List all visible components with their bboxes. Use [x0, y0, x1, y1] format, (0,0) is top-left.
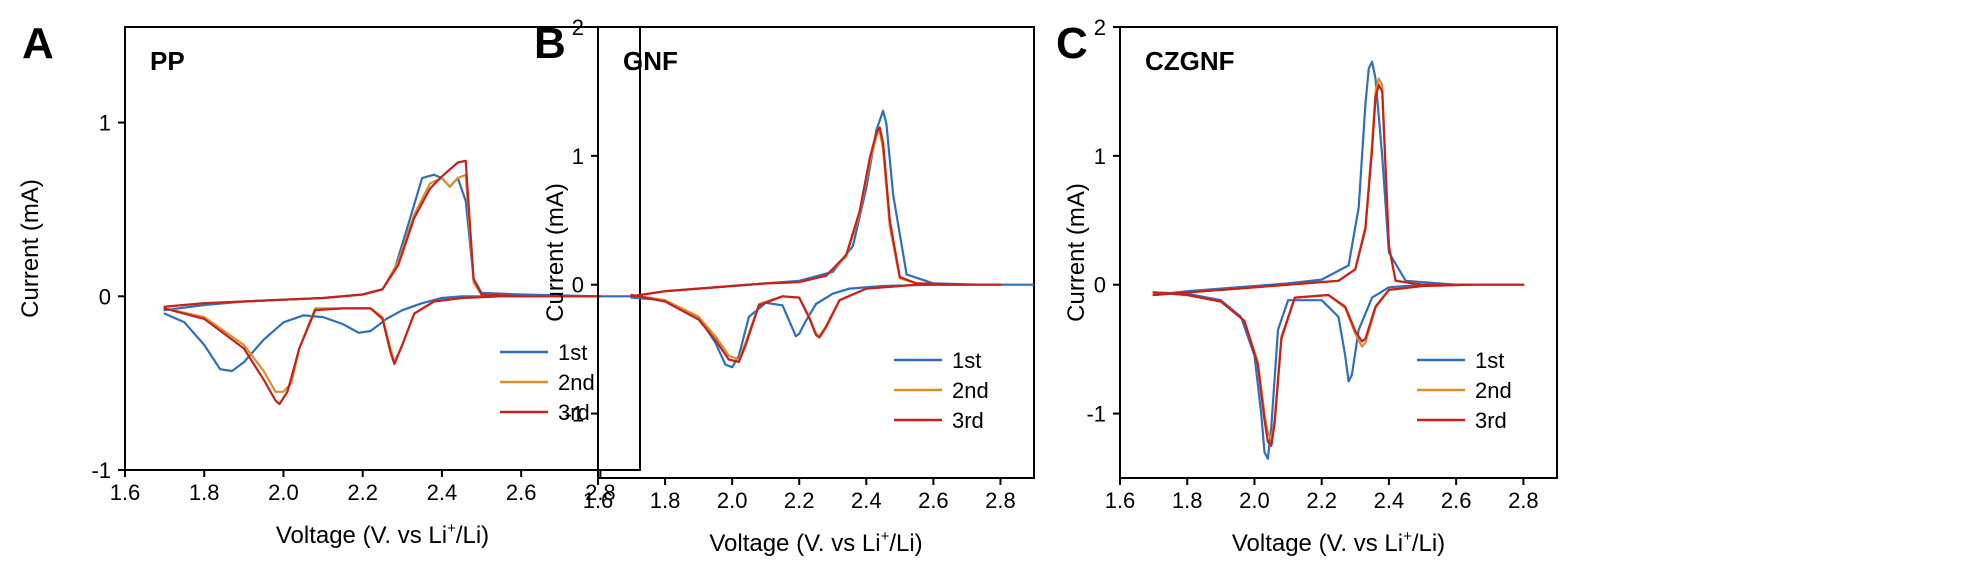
- x-tick-label: 2.4: [1374, 488, 1405, 513]
- x-tick-label: 2.0: [268, 480, 299, 505]
- chart-panel-b: 1.6 1.8 2.0 2.2 2.4 2.6 2.8 -1 0 1 2B GNF Voltage (V…: [534, 15, 1035, 557]
- x-tick-label: 2.4: [427, 480, 458, 505]
- legend-label: 3rd: [558, 400, 590, 425]
- legend-label: 2nd: [1475, 378, 1512, 403]
- panel-title: GNF: [623, 46, 678, 76]
- chart-panel-c: 1.6 1.8 2.0 2.2 2.4 2.6 2.8 -1 0 1 2C CZGNF Voltage …: [1056, 15, 1558, 557]
- panel-letter: C: [1056, 19, 1088, 68]
- plot-frame: [1119, 26, 1558, 479]
- x-tick-label: 1.8: [1172, 488, 1203, 513]
- x-axis-label: Voltage (V. vs Li+/Li): [276, 520, 489, 549]
- x-tick-label: 2.4: [851, 488, 882, 513]
- legend-label: 1st: [1475, 348, 1504, 373]
- x-tick-label: 2.6: [506, 480, 537, 505]
- y-tick-label: 2: [1094, 15, 1106, 40]
- series-line-2nd: [1152, 77, 1525, 441]
- x-tick-label: 2.6: [918, 488, 949, 513]
- y-tick-label: 1: [99, 111, 111, 136]
- x-tick-label: 1.6: [1105, 488, 1136, 513]
- x-tick-label: 2.0: [717, 488, 748, 513]
- series-line-2nd: [163, 173, 602, 393]
- series-line-2nd: [630, 129, 1002, 361]
- series-line-3rd: [1152, 83, 1525, 447]
- chart-panel-a: 1.6 1.8 2.0 2.2 2.4 2.6 2.8 -1 0 1 A PP Voltage (V. …: [17, 19, 641, 549]
- y-tick-label: 2: [572, 15, 584, 40]
- y-tick-label: 0: [99, 284, 111, 309]
- x-axis-label: Voltage (V. vs Li+/Li): [1232, 528, 1445, 557]
- x-tick-label: 2.2: [1306, 488, 1337, 513]
- panel-letter: A: [22, 19, 54, 68]
- series-line-1st: [630, 109, 1034, 369]
- x-tick-label: 1.8: [650, 488, 681, 513]
- y-tick-label: 1: [572, 144, 584, 169]
- legend: 1st 2nd 3rd: [894, 348, 989, 433]
- x-tick-label: 2.8: [1508, 488, 1539, 513]
- x-tick-label: 2.8: [985, 488, 1016, 513]
- x-tick-label: 2.0: [1239, 488, 1270, 513]
- plot-frame: [597, 26, 1035, 479]
- x-tick-label: 2.8: [585, 480, 616, 505]
- x-tick-label: 1.8: [189, 480, 220, 505]
- legend-label: 3rd: [952, 408, 984, 433]
- y-tick-label: -1: [564, 402, 584, 427]
- y-axis-label: Current (mA): [17, 179, 44, 318]
- x-tick-label: 1.6: [110, 480, 141, 505]
- panel-title: CZGNF: [1145, 46, 1235, 76]
- legend-label: 1st: [558, 340, 587, 365]
- x-tick-label: 1.6: [583, 488, 614, 513]
- panel-letter: B: [534, 19, 566, 68]
- x-tick-label: 2.2: [347, 480, 378, 505]
- y-tick-label: 1: [1094, 144, 1106, 169]
- y-tick-label: -1: [1086, 402, 1106, 427]
- x-tick-label: 2.6: [1441, 488, 1472, 513]
- plot-frame: [124, 26, 641, 471]
- panel-title: PP: [150, 46, 185, 76]
- legend-label: 3rd: [1475, 408, 1507, 433]
- y-tick-label: 0: [1094, 273, 1106, 298]
- legend: 1st 2nd 3rd: [1417, 348, 1512, 433]
- legend-label: 2nd: [558, 370, 595, 395]
- legend: 1st 2nd 3rd: [500, 340, 595, 425]
- y-axis-label: Current (mA): [1063, 183, 1090, 322]
- series-line-1st: [1152, 60, 1525, 460]
- y-tick-label: -1: [91, 458, 111, 483]
- y-axis-label: Current (mA): [542, 183, 569, 322]
- y-tick-label: 0: [572, 273, 584, 298]
- series-line-3rd: [630, 126, 1002, 364]
- legend-label: 1st: [952, 348, 981, 373]
- x-tick-label: 2.2: [784, 488, 815, 513]
- legend-label: 2nd: [952, 378, 989, 403]
- series-line-3rd: [163, 159, 602, 406]
- x-axis-label: Voltage (V. vs Li+/Li): [709, 528, 922, 557]
